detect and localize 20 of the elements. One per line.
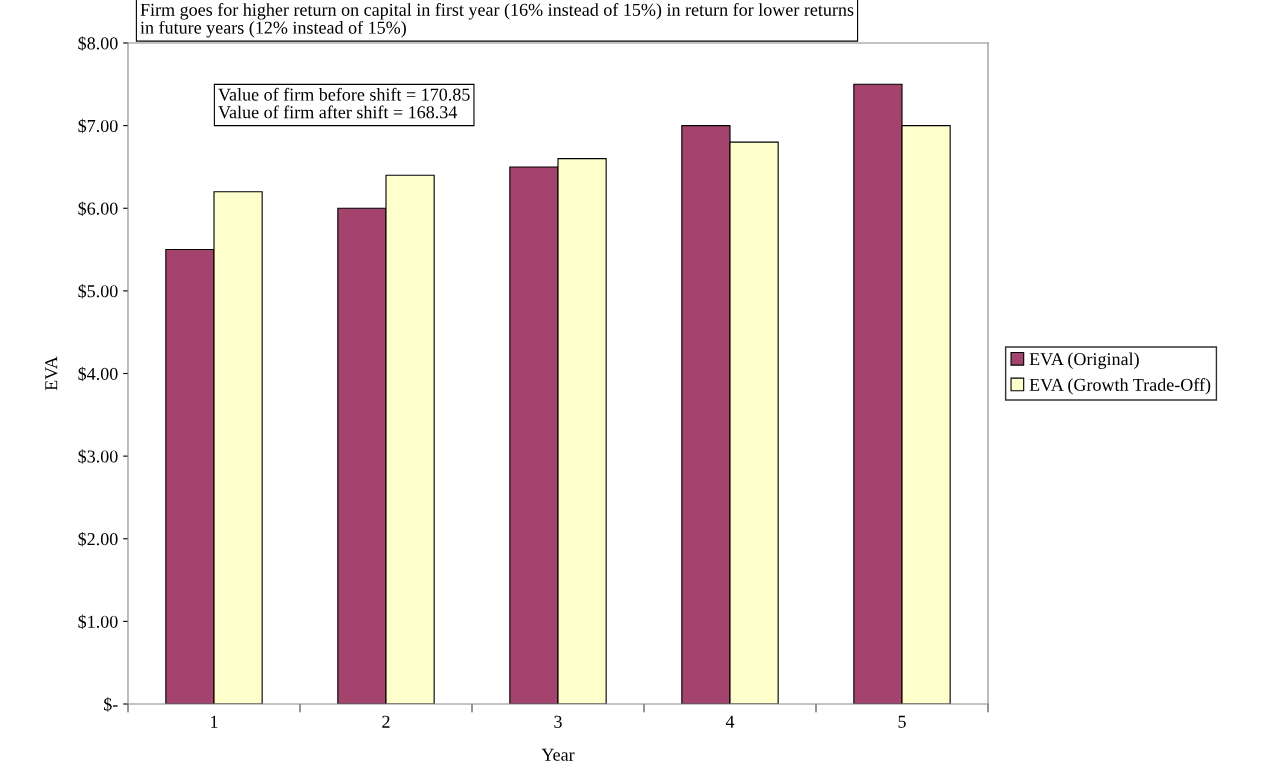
y-tick-label: $5.00 bbox=[78, 284, 118, 299]
y-tick-label: $3.00 bbox=[78, 449, 118, 464]
y-tick-label: $7.00 bbox=[78, 118, 118, 134]
x-tick-label: 1 bbox=[211, 715, 218, 728]
x-tick-label: 4 bbox=[725, 715, 735, 728]
x-tick-label: 5 bbox=[898, 715, 906, 728]
y-tick-label: $1.00 bbox=[78, 614, 118, 630]
legend-label: EVA (Growth Trade-Off) bbox=[1029, 378, 1211, 395]
x-tick-label: 2 bbox=[382, 715, 390, 728]
legend-label: EVA (Original) bbox=[1029, 352, 1139, 369]
text: Firm goes for higher return on capital in first year (16% instead of 15%) in return for lower returns in future years (12% instead of 15%) bbox=[140, 3, 854, 38]
x-tick-label: 3 bbox=[554, 715, 562, 728]
annotation: Value of firm before shift = 170.85 Value of firm after shift = 168.34 bbox=[218, 87, 470, 119]
x-axis-title: Year bbox=[541, 748, 575, 761]
y-tick-label: $4.00 bbox=[78, 366, 118, 382]
y-tick-label: $8.00 bbox=[78, 36, 118, 51]
y-tick-label: $6.00 bbox=[78, 201, 118, 216]
y-tick-label: $- bbox=[104, 697, 118, 712]
y-axis-title: EVA bbox=[45, 356, 58, 391]
y-tick-label: $2.00 bbox=[78, 531, 118, 547]
